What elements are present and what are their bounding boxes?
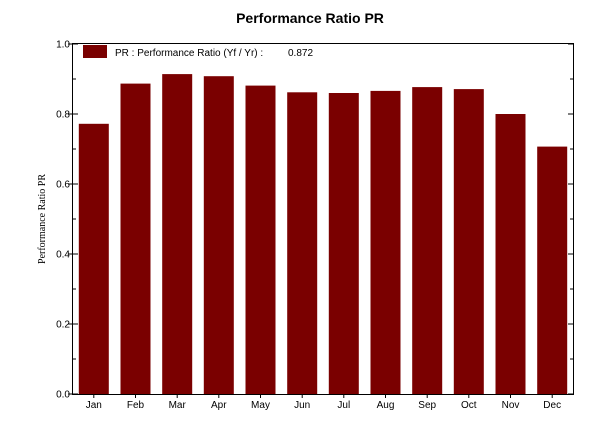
- bar-jan: [78, 123, 109, 395]
- legend-swatch: [83, 45, 107, 58]
- x-tick-label: Jun: [294, 400, 310, 411]
- x-tick-label: Oct: [461, 400, 477, 411]
- bar-apr: [203, 76, 234, 394]
- bar-jul: [328, 93, 359, 394]
- legend: PR : Performance Ratio (Yf / Yr) : 0.872: [83, 45, 313, 59]
- x-tick-label: Aug: [377, 400, 395, 411]
- plot-frame: [72, 43, 574, 395]
- bar-dec: [537, 146, 568, 394]
- bar-feb: [120, 83, 151, 394]
- chart-title: Performance Ratio PR: [236, 10, 384, 26]
- x-tick-label: Feb: [127, 400, 145, 411]
- x-tick-label: May: [251, 400, 270, 411]
- y-tick-label: 0.0: [56, 390, 70, 401]
- bar-may: [245, 85, 276, 394]
- bar-sep: [412, 87, 443, 394]
- x-tick-label: Sep: [418, 400, 436, 411]
- x-tick-label: Jan: [86, 400, 102, 411]
- bar-jun: [287, 92, 318, 395]
- y-tick-label: 0.6: [56, 180, 70, 191]
- bar-mar: [162, 74, 193, 394]
- y-tick-label: 0.2: [56, 320, 70, 331]
- legend-label: PR : Performance Ratio (Yf / Yr) :: [115, 48, 263, 59]
- y-tick-label: 0.4: [56, 250, 70, 261]
- x-tick-label: Nov: [502, 400, 520, 411]
- x-tick-label: Dec: [543, 400, 561, 411]
- y-tick-label: 1.0: [56, 40, 70, 51]
- x-tick-label: Jul: [337, 400, 350, 411]
- legend-value: 0.872: [288, 48, 313, 59]
- y-tick-label: 0.8: [56, 110, 70, 121]
- x-tick-label: Mar: [169, 400, 187, 411]
- y-axis-label: Performance Ratio PR: [37, 174, 48, 264]
- bar-nov: [495, 114, 526, 394]
- bars-group: [78, 74, 568, 395]
- bar-oct: [453, 89, 484, 394]
- bar-aug: [370, 90, 401, 395]
- x-ticks-group: Jan Feb Mar Apr May Jun Jul Aug Sep Oct Nov Dec: [86, 394, 561, 411]
- x-tick-label: Apr: [211, 400, 227, 411]
